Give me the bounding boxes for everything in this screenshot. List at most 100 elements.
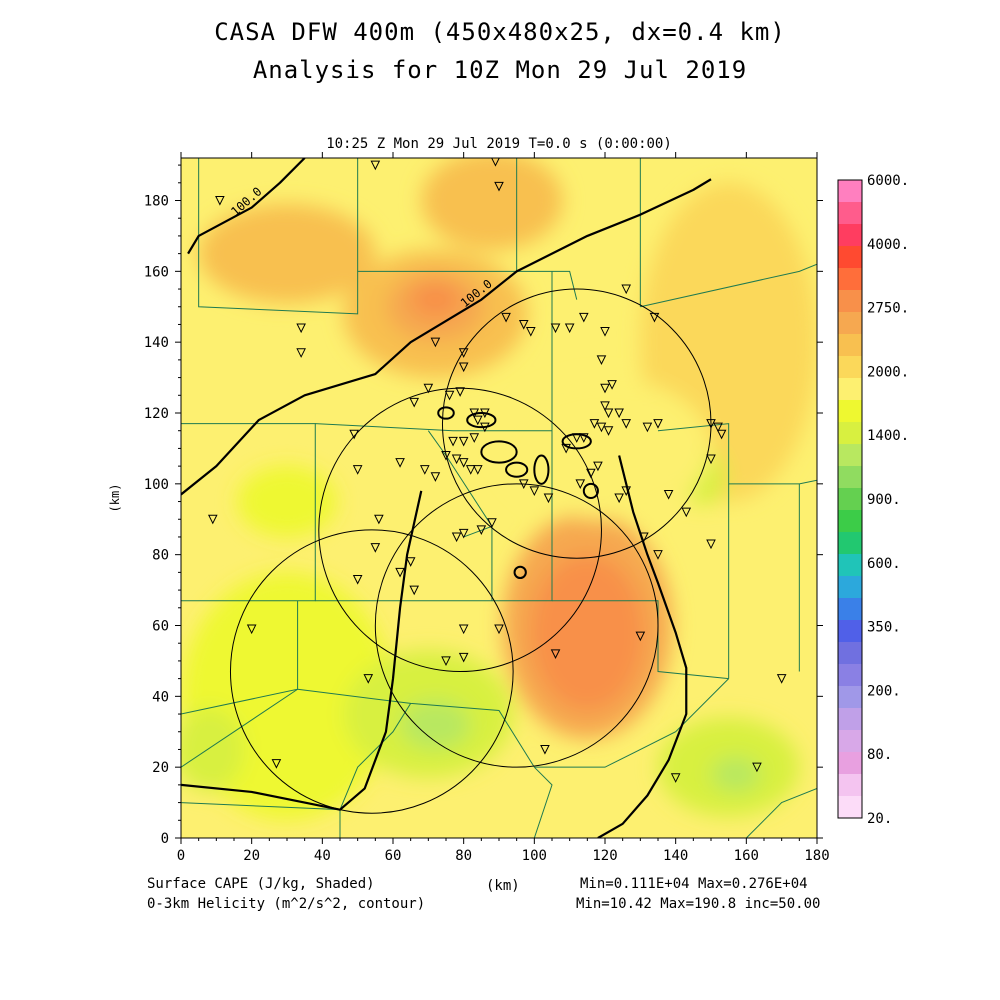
station-marker — [458, 348, 469, 358]
station-marker — [441, 451, 451, 461]
x-tick-label: 140 — [663, 848, 688, 864]
cape-field-label: Surface CAPE (J/kg, Shaded) — [147, 876, 375, 892]
colorbar-cell — [838, 290, 862, 313]
colorbar-cell — [838, 312, 862, 335]
y-tick-label: 60 — [152, 619, 169, 635]
county-boundary-17 — [534, 678, 730, 768]
colorbar-cell — [838, 598, 862, 621]
y-tick-label: 40 — [152, 689, 169, 705]
station-marker — [649, 312, 660, 323]
station-marker — [246, 624, 257, 635]
station-marker — [529, 486, 540, 497]
station-marker — [349, 429, 359, 440]
colorbar-label: 900. — [867, 492, 901, 508]
station-marker — [430, 472, 441, 482]
station-marker — [455, 387, 465, 397]
station-marker — [550, 323, 561, 334]
station-marker — [458, 458, 469, 468]
helicity-contour-3 — [597, 455, 688, 838]
colorbar-cell — [838, 796, 862, 819]
station-marker — [352, 465, 363, 475]
y-tick-label: 120 — [144, 406, 169, 422]
station-marker — [405, 557, 416, 567]
station-marker — [575, 479, 586, 489]
station-marker — [635, 631, 646, 642]
colorbar-cell — [838, 202, 862, 225]
station-marker — [215, 196, 225, 206]
station-marker — [603, 426, 614, 436]
station-marker — [487, 518, 497, 528]
station-marker — [451, 532, 462, 543]
station-marker — [491, 158, 500, 167]
colorbar-cell — [838, 268, 862, 291]
colorbar-cell — [838, 620, 862, 643]
helicity-contour-2 — [181, 490, 423, 811]
colorbar-cell — [838, 642, 862, 665]
station-marker — [706, 454, 716, 465]
station-marker — [374, 514, 384, 525]
cape-region-5 — [421, 158, 563, 251]
helicity-field-label: 0-3km Helicity (m^2/s^2, contour) — [147, 896, 426, 912]
colorbar-cell — [838, 686, 862, 709]
station-marker — [423, 383, 434, 394]
colorbar-cell — [838, 356, 862, 379]
time-label: 10:25 Z Mon 29 Jul 2019 T=0.0 s (0:00:00… — [326, 136, 672, 152]
county-boundary-16 — [533, 766, 553, 838]
station-marker — [494, 624, 504, 635]
x-tick-label: 60 — [385, 848, 402, 864]
station-marker — [642, 422, 653, 433]
colorbar-label: 1400. — [867, 428, 909, 444]
station-marker — [543, 493, 554, 504]
station-marker — [395, 458, 405, 468]
station-marker — [596, 422, 607, 433]
colorbar-label: 600. — [867, 556, 901, 572]
station-marker — [607, 380, 617, 390]
colorbar-label: 6000. — [867, 173, 909, 189]
cape-region-4 — [410, 281, 461, 318]
station-marker — [561, 443, 571, 454]
county-boundary-13 — [181, 688, 298, 768]
station-marker — [444, 390, 455, 401]
station-marker — [621, 419, 632, 429]
station-marker — [476, 525, 487, 535]
helicity-cell-6 — [582, 482, 599, 499]
colorbar-cell — [838, 422, 862, 445]
cape-region-12 — [711, 756, 761, 792]
station-marker — [550, 649, 561, 659]
colorbar-label: 350. — [867, 620, 901, 636]
station-marker — [653, 550, 663, 560]
x-tick-label: 100 — [522, 848, 547, 864]
colorbar-cell — [838, 664, 862, 687]
helicity-cell-3 — [505, 461, 529, 478]
colorbar-cell — [838, 444, 862, 467]
helicity-cell-4 — [533, 454, 550, 485]
cape-region-16 — [499, 377, 711, 520]
station-marker — [480, 408, 490, 419]
colorbar-cell — [838, 752, 862, 775]
station-marker — [600, 401, 610, 412]
colorbar-cell — [838, 708, 862, 731]
station-marker — [752, 762, 762, 773]
radar-range-circle-0 — [441, 288, 712, 559]
colorbar-cell — [838, 378, 862, 401]
x-tick-label: 180 — [804, 848, 829, 864]
chart-title: CASA DFW 400m (450x480x25, dx=0.4 km) — [214, 18, 786, 46]
county-boundary-15 — [339, 703, 412, 838]
y-tick-label: 80 — [152, 548, 169, 564]
x-tick-label: 80 — [455, 848, 472, 864]
station-marker — [395, 567, 405, 578]
station-marker — [370, 160, 381, 171]
cape-region-13 — [181, 706, 245, 792]
station-marker — [458, 362, 469, 373]
station-marker — [639, 532, 649, 543]
station-marker — [518, 319, 529, 330]
station-marker — [469, 433, 480, 443]
station-marker — [593, 461, 603, 472]
colorbar-label: 2000. — [867, 364, 909, 380]
station-marker — [670, 773, 681, 783]
cape-region-14 — [237, 466, 337, 537]
station-marker — [600, 327, 610, 337]
county-boundary-0 — [198, 158, 578, 315]
helicity-stats: Min=10.42 Max=190.8 inc=50.00 — [576, 896, 821, 912]
station-marker — [540, 744, 550, 755]
